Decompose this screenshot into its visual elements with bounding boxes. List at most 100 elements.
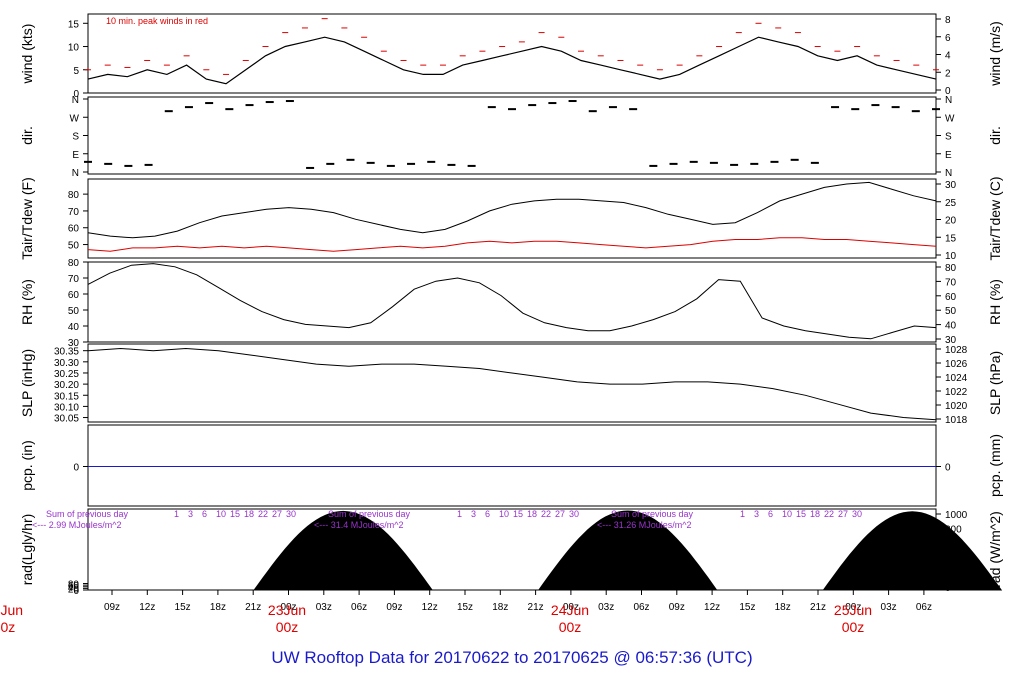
radiation-sum-label: Sum of previous day: [328, 509, 411, 519]
y-axis-right-label-temp: Tair/Tdew (C): [987, 176, 1003, 260]
y-tick-right-label-slp: 1026: [945, 359, 968, 370]
relative-humidity-line: [87, 263, 937, 340]
wind-direction-mark: [810, 161, 819, 164]
wind-direction-mark: [770, 160, 779, 163]
y-tick-label-temp: 60: [68, 224, 80, 235]
y-axis-label-wind: wind (kts): [19, 24, 35, 85]
hour-mark-label: 6: [768, 509, 773, 519]
hour-mark-label: 22: [258, 509, 268, 519]
y-tick-right-label-rad: 800: [945, 525, 962, 536]
y-tick-label-pcp: 0: [73, 463, 79, 474]
wind-direction-mark: [871, 104, 880, 107]
y-tick-label-slp: 30.15: [54, 391, 79, 402]
sea-level-pressure-line: [87, 347, 937, 421]
x-tick-label: 12z: [139, 602, 155, 613]
panel-frame-rh: [87, 261, 937, 343]
y-tick-right-label-rh: 30: [945, 335, 957, 346]
date-label-time: 00z: [0, 619, 15, 635]
wind-direction-mark: [306, 166, 315, 169]
wind-direction-mark: [184, 106, 193, 109]
wind-direction-mark: [467, 164, 476, 167]
y-tick-label-temp: 80: [68, 190, 80, 201]
wind-direction-mark: [588, 110, 597, 113]
wind-direction-mark: [366, 161, 375, 164]
radiation-sum-value: <--- 31.26 MJoules/m^2: [597, 520, 692, 530]
hour-mark-label: 18: [244, 509, 254, 519]
y-tick-label-slp: 30.30: [54, 358, 79, 369]
date-label-day: 23Jun: [268, 602, 306, 618]
y-axis-right-label-wind: wind (m/s): [987, 21, 1003, 87]
x-tick-label: 00z: [845, 602, 861, 613]
wind-direction-mark: [932, 108, 940, 111]
wind-direction-mark: [427, 160, 436, 163]
panel-frame-pcp: [87, 424, 937, 507]
hour-mark-label: 1: [174, 509, 179, 519]
y-tick-label-wind: 0: [73, 89, 79, 100]
y-tick-right-label-wind: 2: [945, 68, 951, 79]
wind-direction-mark: [689, 160, 698, 163]
wind-direction-mark: [548, 102, 557, 105]
y-axis-right-label-pcp: pcp. (mm): [987, 434, 1003, 497]
x-tick-label: 12z: [422, 602, 438, 613]
hour-mark-label: 15: [230, 509, 240, 519]
date-label-day: 22Jun: [0, 602, 23, 618]
y-tick-right-label-wind: 0: [945, 86, 951, 97]
hour-mark-label: 6: [202, 509, 207, 519]
y-axis-right-label-slp: SLP (hPa): [987, 351, 1003, 415]
wind-direction-mark: [629, 108, 638, 111]
y-axis-right-label-rad: rad (W/m^2): [987, 511, 1003, 588]
wind-direction-mark: [750, 162, 759, 165]
wind-direction-mark: [346, 158, 355, 161]
y-tick-label-slp: 30.20: [54, 380, 79, 391]
y-tick-right-label-rh: 70: [945, 277, 957, 288]
y-tick-right-label-wind: 8: [945, 15, 951, 26]
hour-mark-label: 15: [796, 509, 806, 519]
y-tick-label-wind: 5: [73, 66, 79, 77]
y-tick-right-label-dir: N: [945, 168, 952, 179]
radiation-sum-label: Sum of previous day: [611, 509, 694, 519]
date-label-time: 00z: [276, 619, 299, 635]
y-tick-right-label-rh: 60: [945, 292, 957, 303]
radiation-sum-label: Sum of previous day: [46, 509, 129, 519]
y-tick-right-label-dir: W: [945, 113, 955, 124]
wind-direction-mark: [487, 106, 496, 109]
y-tick-label-slp: 30.05: [54, 414, 79, 425]
y-tick-right-label-slp: 1020: [945, 401, 968, 412]
wind-direction-mark: [851, 108, 860, 111]
wind-direction-mark: [407, 162, 416, 165]
wind-direction-mark: [649, 164, 658, 167]
x-tick-label: 21z: [528, 602, 544, 613]
hour-mark-label: 6: [485, 509, 490, 519]
y-axis-label-rh: RH (%): [19, 279, 35, 325]
hour-mark-label: 18: [810, 509, 820, 519]
panel-frame-temp: [87, 178, 937, 259]
date-label-day: 24Jun: [551, 602, 589, 618]
x-tick-label: 18z: [775, 602, 791, 613]
y-axis-label-pcp: pcp. (in): [19, 440, 35, 491]
x-tick-label: 03z: [316, 602, 332, 613]
hour-mark-label: 27: [555, 509, 565, 519]
x-tick-label: 06z: [351, 602, 367, 613]
y-tick-right-label-rad: 1000: [945, 510, 968, 521]
wind-direction-mark: [124, 164, 133, 167]
x-tick-label: 06z: [916, 602, 932, 613]
y-axis-label-dir: dir.: [19, 126, 35, 145]
hour-mark-label: 27: [838, 509, 848, 519]
wind-direction-mark: [144, 163, 153, 166]
y-tick-right-label-dir: E: [945, 150, 952, 161]
y-tick-right-label-rh: 40: [945, 321, 957, 332]
date-label-time: 00z: [559, 619, 582, 635]
hour-mark-label: 3: [754, 509, 759, 519]
x-tick-label: 03z: [881, 602, 897, 613]
solar-radiation-area: [253, 510, 434, 591]
dewpoint-line: [87, 237, 937, 252]
x-tick-label: 21z: [245, 602, 261, 613]
panel-frame-rad: [87, 508, 937, 591]
hour-mark-label: 10: [782, 509, 792, 519]
wind-direction-mark: [326, 162, 335, 165]
y-tick-label-rh: 60: [68, 290, 80, 301]
wind-direction-mark: [709, 161, 718, 164]
y-axis-label-slp: SLP (inHg): [19, 349, 35, 417]
hour-mark-label: 22: [824, 509, 834, 519]
